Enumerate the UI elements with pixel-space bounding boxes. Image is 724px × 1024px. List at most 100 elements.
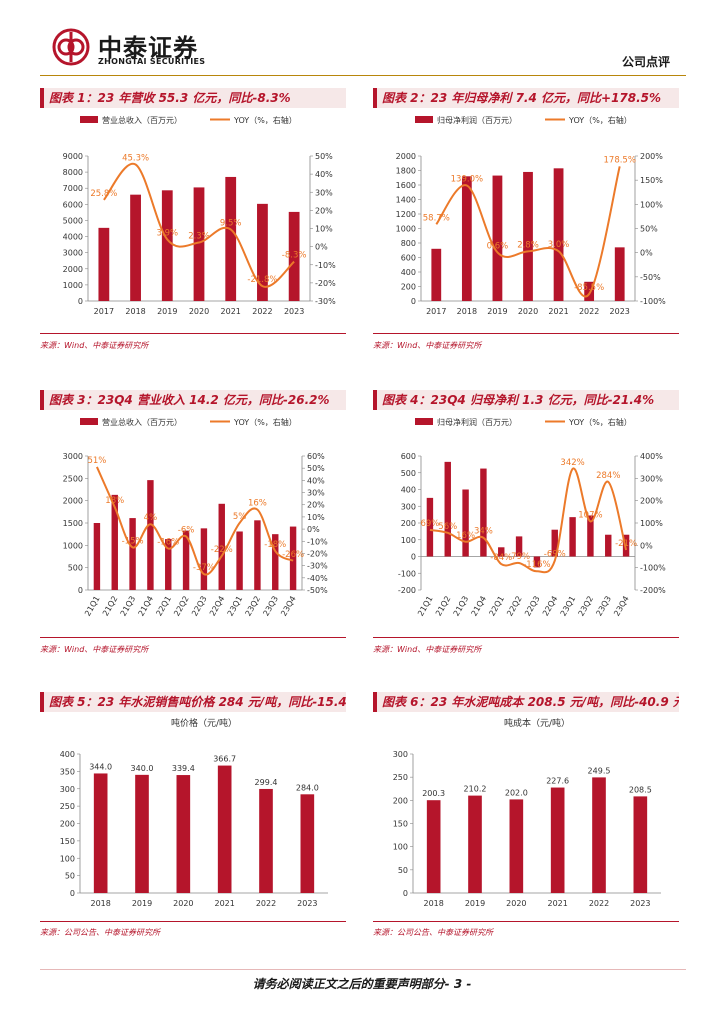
yoy-data-label: -18% [264,540,286,550]
x-tick-label: 2018 [457,307,477,316]
x-tick-label: 21Q3 [119,595,138,618]
figure-1-rule [40,333,346,334]
x-tick-label: 2019 [157,307,177,316]
legend-bar-label: 营业总收入（百万元） [102,417,182,427]
y2-tick-label: 200% [640,497,663,506]
bar-value-label: 299.4 [255,778,278,787]
bar-value-label: 340.0 [131,764,154,773]
figure-4-panel: 图表 4：23Q4 归母净利 1.3 亿元，同比-21.4% 归母净利润（百万元… [373,390,679,655]
yoy-data-label: 16% [248,499,267,509]
chart-title: 吨价格（元/吨） [171,717,237,729]
yoy-line [435,166,621,298]
y2-tick-label: 100% [640,519,663,528]
y2-tick-label: 400% [640,452,663,461]
y-tick-label: 100 [393,843,408,852]
bar [584,281,595,301]
y-tick-label: 50 [398,866,408,875]
bar [498,547,505,557]
x-tick-label: 2021 [548,307,568,316]
figure-1-chart: 营业总收入（百万元） YOY（%，右轴） 0 1000 2000 3000 4000 5000… [63,115,336,316]
x-tick-label: 2020 [506,899,526,908]
x-tick-label: 2021 [547,899,567,908]
figure-6-title: 图表 6：23 年水泥吨成本 208.5 元/吨，同比-40.9 元 [373,692,679,712]
y-tick-label: 50 [65,872,75,881]
yoy-data-label: -84% [490,553,512,563]
yoy-data-label: 16% [456,531,475,541]
y-tick-label: 0 [403,889,408,898]
figure-3-chart: 营业总收入（百万元） YOY（%，右轴） 0 500 1000 1500 2000 2500 3… [63,417,328,618]
yoy-data-label: 5% [233,512,247,522]
yoy-data-label: -79% [508,552,530,562]
y-tick-label: 3000 [63,452,83,461]
y2-tick-label: -10% [307,537,328,546]
x-tick-label: 23Q1 [226,595,245,618]
bar [217,765,232,893]
yoy-data-label: -21% [615,539,637,549]
bar-value-label: 200.3 [422,789,445,798]
yoy-data-label: 3.9% [156,229,178,239]
bar [147,480,154,590]
x-tick-label: 23Q1 [559,595,578,618]
bar [129,518,136,590]
chart-title: 吨成本（元/吨） [504,717,570,729]
figure-4-rule [373,637,679,638]
y2-tick-label: 40% [315,170,333,179]
y2-tick-label: 50% [315,152,333,161]
x-tick-label: 2020 [189,307,209,316]
x-tick-label: 22Q2 [172,595,191,618]
bar [161,190,173,301]
legend-bar-swatch [415,116,433,123]
bar [523,171,533,301]
y2-tick-label: 10% [307,513,325,522]
y2-tick-label: -100% [640,564,666,573]
y-tick-label: 2000 [396,152,416,161]
bar [257,203,268,301]
x-tick-label: 23Q3 [261,595,280,618]
yoy-data-label: -26% [282,550,304,560]
bar [272,534,279,590]
y2-tick-label: -20% [307,549,328,558]
header-divider [40,75,686,76]
y-tick-label: 800 [401,239,416,248]
bar [633,796,648,893]
figure-4-chart: 归母净利润（百万元） YOY（%，右轴） -200 -100 0 100 200 300 400… [398,417,666,618]
figure-2-title: 图表 2：23 年归母净利 7.4 亿元，同比+178.5% [373,88,679,108]
x-tick-label: 2021 [214,899,234,908]
legend-line-label: YOY（%，右轴） [568,115,632,125]
yoy-data-label: 0.6% [487,241,509,251]
yoy-data-label: 2.8% [517,240,539,250]
y-tick-label: 100 [401,536,416,545]
yoy-data-label: -16% [157,538,179,548]
x-tick-label: 22Q3 [523,595,542,618]
bar-value-label: 227.6 [546,777,569,786]
legend-bar-label: 归母净利润（百万元） [437,115,517,125]
yoy-data-label: 18% [105,496,124,506]
y2-tick-label: 100% [640,200,663,209]
y-tick-label: 1800 [396,167,416,176]
legend-bar-swatch [415,418,433,425]
y2-tick-label: 20% [307,501,325,510]
yoy-data-label: -21.8% [247,275,277,285]
yoy-data-label: -8.3% [282,251,307,261]
yoy-data-label: 34% [474,527,493,537]
yoy-data-label: -116% [523,560,550,570]
y-tick-label: 1600 [396,181,416,190]
yoy-data-label: 51% [87,456,106,466]
bar [492,175,503,301]
y-tick-label: 4000 [63,233,83,242]
x-tick-label: 2022 [589,899,609,908]
x-tick-label: 2019 [465,899,485,908]
x-tick-label: 2017 [426,307,446,316]
y-tick-label: 8000 [63,168,83,177]
figure-1-source: 来源：Wind、中泰证券研究所 [40,341,149,350]
yoy-data-label: 107% [578,510,602,520]
document-type: 公司点评 [621,55,670,69]
y-tick-label: 0 [411,297,416,306]
x-tick-label: 2022 [252,307,272,316]
y2-tick-label: 20% [315,206,333,215]
y-tick-label: 600 [401,254,416,263]
y-tick-label: 6000 [63,200,83,209]
legend-bar-label: 营业总收入（百万元） [102,115,182,125]
x-tick-label: 2017 [94,307,114,316]
y-tick-label: 5000 [63,216,83,225]
